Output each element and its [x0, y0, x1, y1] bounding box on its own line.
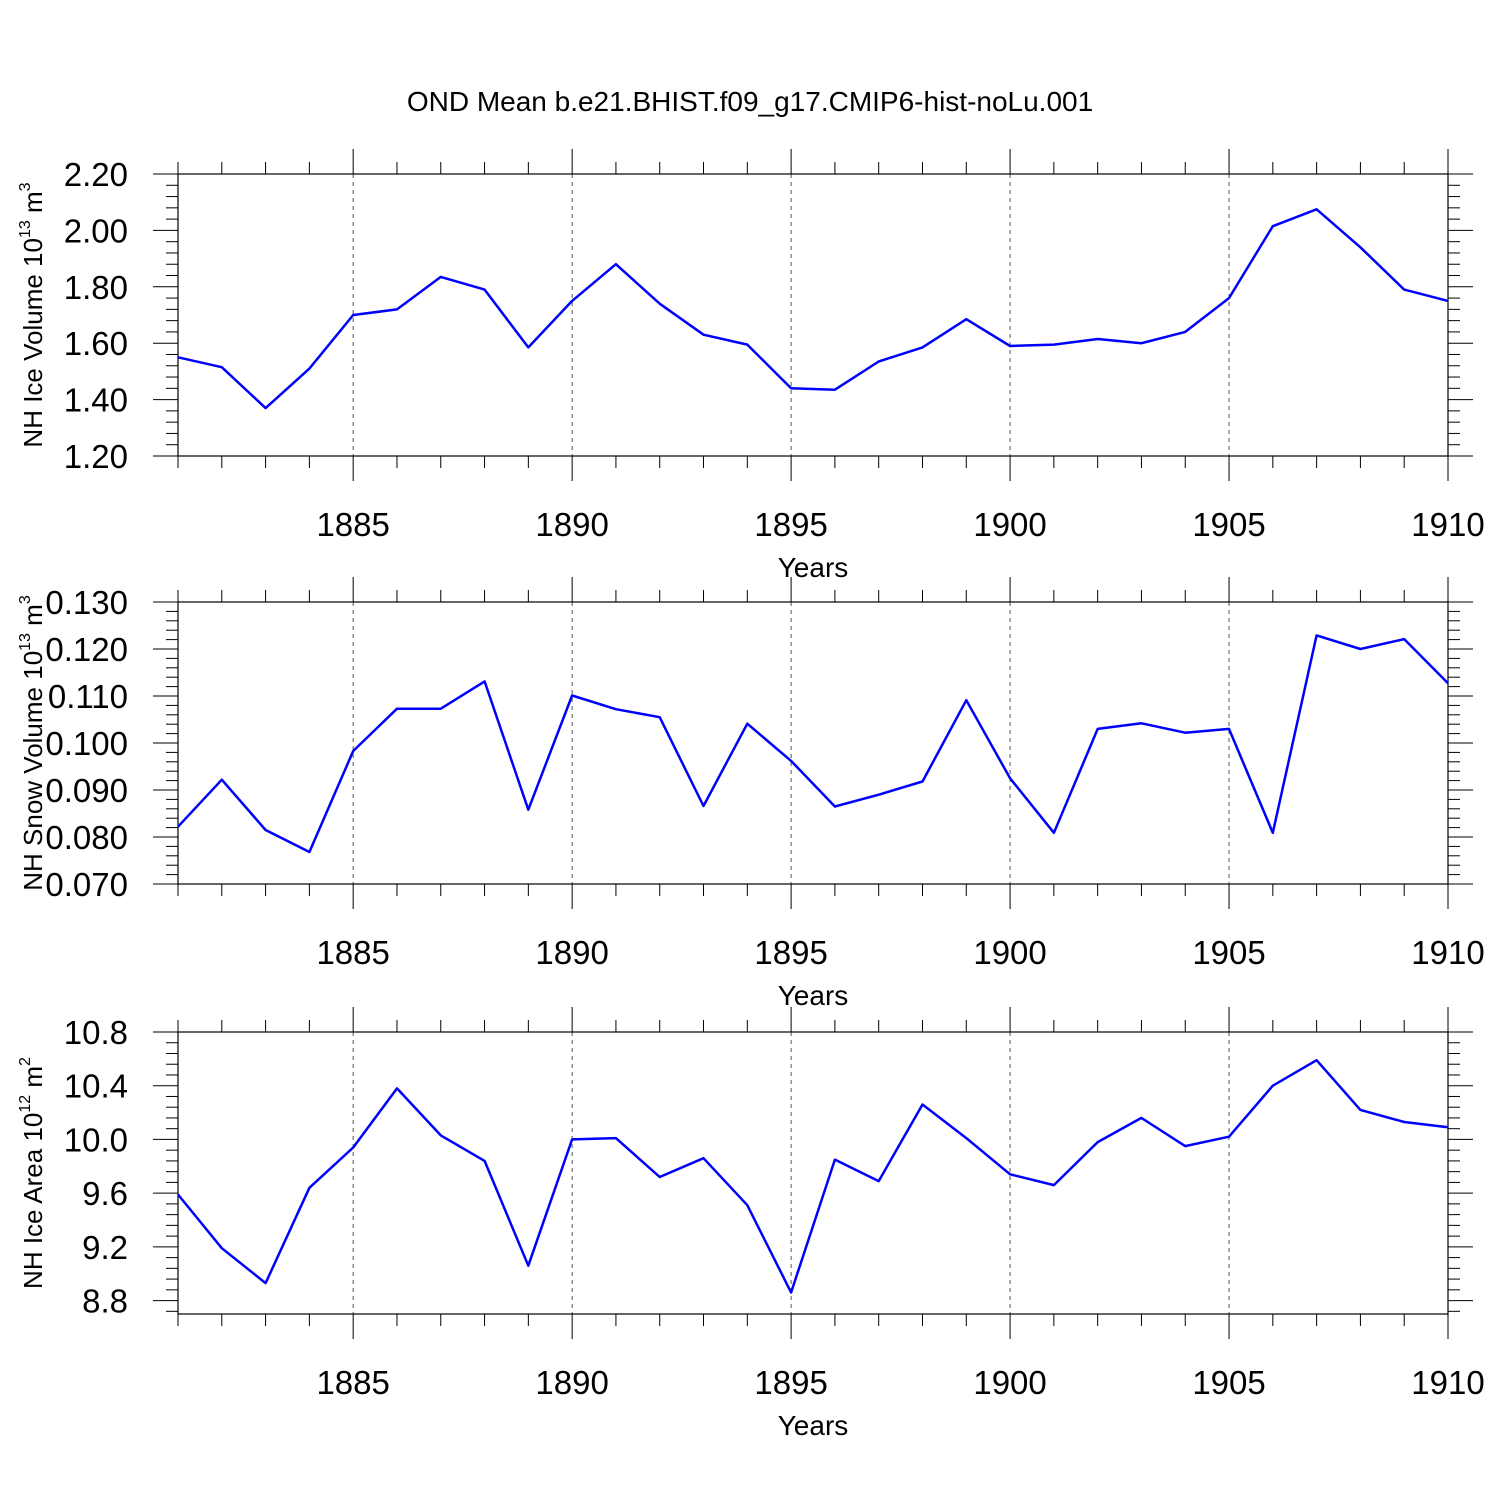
- chart-panel-1: 1.20 1.40 1.60 1.80 2.00 2.20 1885 1890 1895 1900…: [17, 149, 1485, 583]
- y-tick-label: 0.120: [45, 631, 128, 668]
- x-tick-label: 1885: [316, 934, 389, 971]
- chart-panel-3: 8.8 9.2 9.6 10.0 10.4 10.8 1885 1890 1895 1900 190…: [17, 1007, 1485, 1441]
- y-tick-label: 9.2: [82, 1229, 128, 1266]
- y-tick-label: 0.130: [45, 584, 128, 621]
- y-axis-label-unit: m: [18, 1066, 48, 1095]
- y-tick-label: 0.070: [45, 866, 128, 903]
- y-axis-label-text: NH Ice Area 10: [18, 1113, 48, 1289]
- x-axis-label: Years: [778, 980, 849, 1011]
- x-tick-label: 1890: [535, 1364, 608, 1401]
- y-axis-label-exponent: 13: [17, 633, 34, 651]
- x-tick-label: 1900: [973, 506, 1046, 543]
- x-tick-label: 1905: [1192, 506, 1265, 543]
- x-tick-label: 1895: [754, 1364, 827, 1401]
- y-axis-label-text: NH Ice Volume 10: [18, 238, 48, 448]
- y-tick-label: 1.40: [64, 382, 128, 419]
- y-axis-label-exponent: 12: [17, 1095, 34, 1113]
- y-tick-label: 0.090: [45, 772, 128, 809]
- x-tick-label: 1895: [754, 506, 827, 543]
- y-tick-label: 2.00: [64, 212, 128, 249]
- y-axis-label-unit-exponent: 3: [17, 182, 34, 191]
- y-axis-label-text: NH Snow Volume 10: [18, 651, 48, 891]
- x-tick-label: 1885: [316, 1364, 389, 1401]
- y-axis-label-unit-exponent: 2: [17, 1057, 34, 1066]
- y-axis-label-exponent: 13: [17, 220, 34, 238]
- y-tick-label: 1.20: [64, 438, 128, 475]
- y-tick-label: 10.8: [64, 1014, 128, 1051]
- series-line: [177, 208, 1449, 410]
- y-axis-label: NH Snow Volume 1013 m3: [17, 595, 48, 891]
- y-tick-label: 0.110: [48, 678, 128, 715]
- x-tick-label: 1910: [1411, 934, 1484, 971]
- x-tick-label: 1905: [1192, 1364, 1265, 1401]
- x-tick-label: 1895: [754, 934, 827, 971]
- y-axis-label-unit: m: [18, 604, 48, 633]
- x-tick-label: 1890: [535, 934, 608, 971]
- y-tick-label: 1.80: [64, 269, 128, 306]
- figure-title: OND Mean b.e21.BHIST.f09_g17.CMIP6-hist-…: [407, 86, 1093, 117]
- y-axis-label: NH Ice Area 1012 m2: [17, 1057, 48, 1289]
- chart-panel-2: 0.070 0.080 0.090 0.100 0.110 0.120 0.130 1885 1…: [17, 577, 1485, 1011]
- plot-frame: [177, 173, 1449, 457]
- series-line: [177, 634, 1449, 854]
- x-tick-label: 1885: [316, 506, 389, 543]
- y-tick-label: 0.100: [45, 725, 128, 762]
- x-tick-label: 1910: [1411, 1364, 1484, 1401]
- y-tick-label: 1.60: [64, 325, 128, 362]
- x-axis-label: Years: [778, 552, 849, 583]
- series-line: [177, 1058, 1449, 1294]
- y-tick-label: 10.0: [64, 1121, 128, 1158]
- y-tick-label: 2.20: [64, 156, 128, 193]
- x-tick-label: 1910: [1411, 506, 1484, 543]
- y-tick-label: 8.8: [82, 1283, 128, 1320]
- y-tick-label: 0.080: [45, 819, 128, 856]
- y-axis-label-unit-exponent: 3: [17, 595, 34, 604]
- x-axis-label: Years: [778, 1410, 849, 1441]
- y-tick-label: 10.4: [64, 1068, 128, 1105]
- y-tick-label: 9.6: [82, 1175, 128, 1212]
- x-tick-label: 1890: [535, 506, 608, 543]
- x-tick-label: 1900: [973, 934, 1046, 971]
- x-tick-label: 1905: [1192, 934, 1265, 971]
- plot-frame: [177, 1031, 1449, 1315]
- y-axis-label-unit: m: [18, 191, 48, 220]
- x-tick-label: 1900: [973, 1364, 1046, 1401]
- y-axis-label: NH Ice Volume 1013 m3: [17, 182, 48, 447]
